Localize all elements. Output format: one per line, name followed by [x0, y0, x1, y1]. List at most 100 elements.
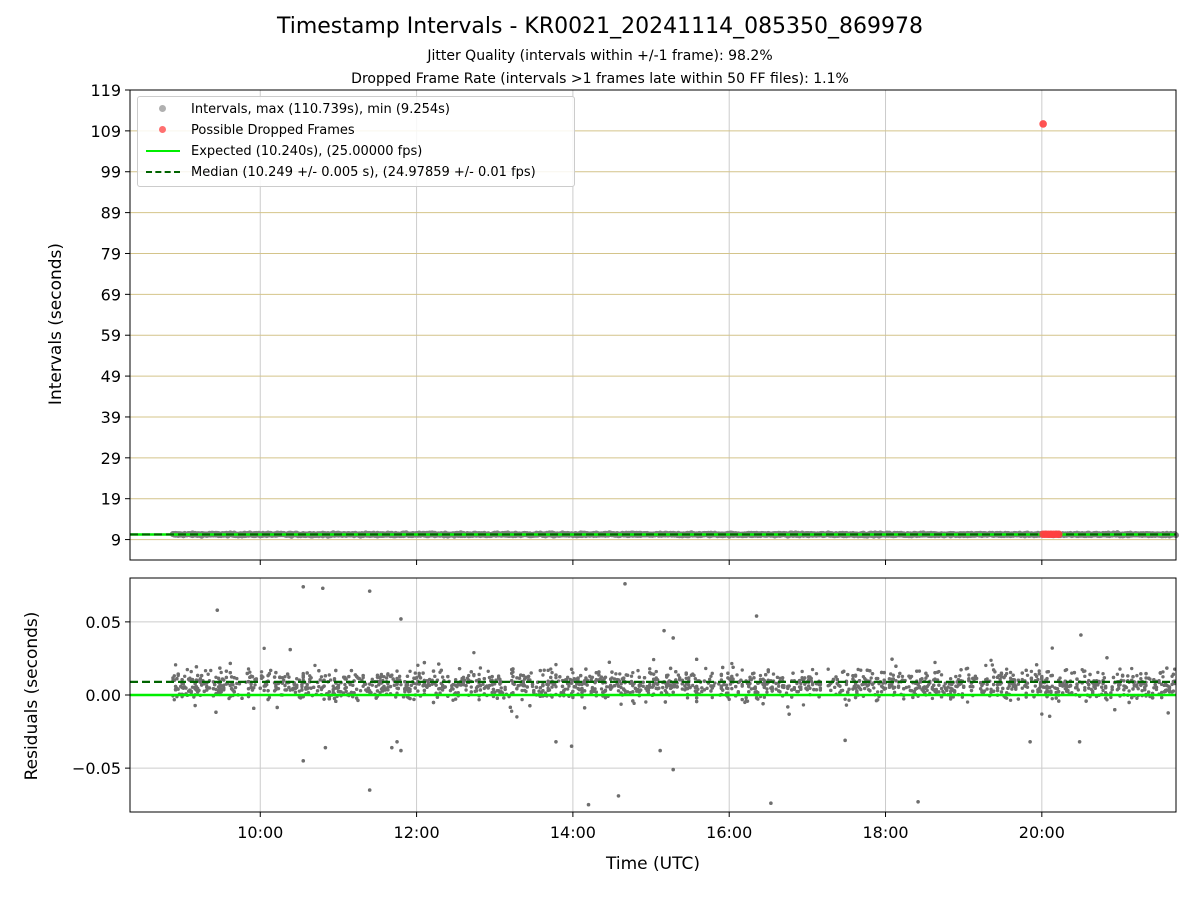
residual-point — [173, 663, 178, 667]
residual-point — [253, 677, 257, 682]
residual-point — [965, 700, 970, 704]
residual-point — [493, 682, 497, 686]
residual-point — [1057, 689, 1061, 694]
residual-point — [466, 673, 471, 678]
residual-point — [516, 684, 520, 688]
residual-point — [775, 675, 780, 680]
residual-point — [332, 676, 337, 681]
residual-point — [704, 666, 708, 671]
residual-point — [680, 682, 685, 686]
residual-point — [671, 684, 675, 689]
residual-point — [1135, 673, 1139, 678]
residual-point — [868, 688, 872, 693]
residual-point — [999, 675, 1004, 679]
residual-point — [250, 674, 255, 679]
residual-outlier-point — [671, 767, 675, 772]
residual-point — [853, 695, 858, 700]
residual-point — [666, 680, 670, 685]
residual-point — [766, 668, 770, 672]
residual-point — [1122, 679, 1126, 683]
residual-point — [1045, 686, 1049, 690]
residual-outlier-point — [769, 801, 773, 806]
residual-point — [293, 686, 298, 691]
residual-point — [571, 671, 575, 675]
residual-point — [576, 676, 580, 680]
residual-point — [892, 690, 897, 695]
residual-point — [478, 684, 483, 688]
residual-point — [435, 695, 440, 699]
residual-point — [1049, 690, 1053, 695]
residual-point — [526, 674, 531, 679]
residual-point — [311, 685, 316, 690]
residual-point — [331, 684, 335, 688]
residual-point — [511, 674, 515, 679]
residual-point — [981, 690, 985, 695]
residual-point — [323, 674, 328, 678]
residual-point — [836, 683, 841, 687]
residual-point — [378, 679, 382, 684]
residual-point — [478, 666, 483, 670]
residual-point — [476, 684, 480, 689]
residual-point — [711, 684, 716, 688]
residual-point — [1050, 684, 1054, 688]
residual-point — [525, 685, 529, 689]
residual-point — [246, 679, 251, 684]
residual-point — [720, 688, 725, 692]
residual-point — [1088, 672, 1092, 677]
residual-point — [517, 676, 522, 680]
residual-outlier-point — [301, 584, 306, 589]
residual-point — [687, 676, 691, 680]
residual-point — [736, 691, 741, 695]
residual-point — [412, 697, 416, 702]
residual-point — [685, 696, 690, 700]
residual-point — [211, 686, 216, 691]
residual-point — [740, 668, 744, 672]
residual-point — [882, 678, 886, 682]
y-tick-label: 109 — [90, 122, 121, 141]
residual-point — [491, 687, 496, 692]
residual-point — [181, 686, 186, 690]
residual-point — [731, 665, 735, 669]
residual-point — [318, 678, 322, 682]
residual-point — [179, 684, 183, 689]
residual-point — [550, 670, 554, 675]
residual-point — [610, 685, 614, 689]
residual-point — [1004, 667, 1009, 671]
residual-point — [206, 672, 210, 676]
residual-point — [542, 668, 546, 672]
residual-point — [719, 684, 724, 689]
residual-point — [693, 677, 698, 681]
residual-point — [564, 677, 569, 682]
residual-point — [902, 686, 906, 691]
residual-point — [188, 688, 192, 692]
residual-point — [856, 667, 860, 672]
residual-point — [1003, 695, 1008, 700]
residual-point — [671, 690, 675, 695]
residual-point — [761, 677, 765, 681]
residual-point — [730, 674, 734, 679]
residual-point — [826, 667, 830, 671]
residual-point — [214, 687, 218, 692]
residual-point — [593, 687, 597, 691]
residual-point — [343, 675, 347, 680]
residual-point — [193, 703, 197, 708]
residual-point — [806, 684, 811, 688]
residual-point — [399, 682, 403, 687]
y-tick-label: 49 — [101, 367, 121, 386]
residual-point — [384, 676, 389, 680]
residual-point — [412, 676, 416, 680]
residual-point — [495, 689, 500, 693]
residual-point — [457, 666, 462, 671]
residual-point — [801, 703, 806, 707]
residual-point — [812, 687, 816, 692]
residual-point — [786, 686, 790, 691]
residual-point — [1011, 673, 1015, 677]
residual-point — [770, 689, 774, 693]
residual-point — [674, 670, 678, 674]
residual-point — [851, 677, 855, 681]
residual-point — [1068, 683, 1073, 688]
residual-point — [498, 691, 502, 695]
residual-point — [1135, 683, 1139, 687]
residual-point — [539, 690, 544, 694]
residual-point — [1158, 671, 1163, 675]
